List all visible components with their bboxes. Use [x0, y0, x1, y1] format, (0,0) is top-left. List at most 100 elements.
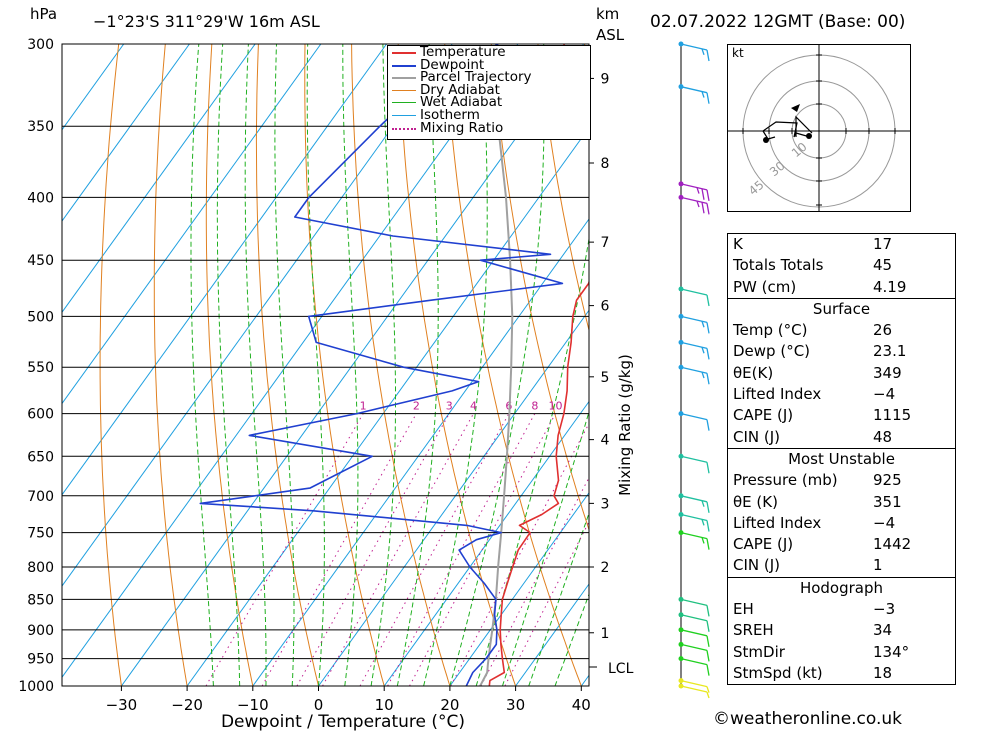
x-axis-label: Dewpoint / Temperature (°C): [221, 712, 465, 732]
wind-barb-feather: [701, 188, 705, 200]
pressure-tick-label: 950: [27, 652, 54, 668]
wind-barb-feather: [706, 691, 710, 699]
wind-barb-shaft: [680, 366, 708, 374]
index-key: CAPE (J): [733, 406, 794, 425]
height-tick-label: 6: [601, 299, 610, 315]
mixing-ratio-line: [450, 422, 589, 686]
isotherm-line: [318, 309, 589, 686]
wet-adiabat-line: [274, 44, 295, 686]
index-row: Totals Totals 45: [728, 255, 955, 276]
wind-barb-feather: [706, 501, 710, 513]
hodograph-panel: kt 10 30 45: [727, 44, 911, 212]
temperature-line: [488, 44, 589, 686]
legend-swatch: [392, 102, 416, 104]
indices-hodograph: Hodograph EH −3 SREH 34 StmDir 134° StmSpd …: [728, 578, 955, 684]
wind-barb-feather: [706, 419, 710, 431]
pressure-tick-label: 750: [27, 526, 54, 542]
wind-barb-feather: [701, 321, 705, 328]
legend-label: Isotherm: [420, 106, 480, 123]
wind-barb-shaft: [680, 598, 708, 606]
legend-swatch: [392, 64, 416, 67]
isotherm-line: [449, 491, 589, 686]
wind-barb: [678, 627, 710, 647]
wind-barb-feather: [701, 347, 705, 354]
dewpoint-line: [199, 44, 564, 686]
wind-barb-feather: [706, 49, 710, 62]
wind-barb-shaft: [680, 412, 708, 421]
indices-general: K 17 Totals Totals 45 PW (cm) 4.19: [728, 234, 955, 299]
section-title: Most Unstable: [788, 449, 895, 468]
index-value: 48: [873, 427, 893, 446]
indices-most-unstable: Most Unstable Pressure (mb) 925 θE (K) 351…: [728, 449, 955, 578]
hodograph-arrow: [791, 104, 800, 112]
wind-barb-shaft: [680, 455, 708, 463]
wind-barb: [678, 596, 710, 617]
isotherm-line: [252, 218, 589, 686]
wind-barb: [678, 286, 710, 307]
indices-table: K 17 Totals Totals 45 PW (cm) 4.19 Surface …: [727, 233, 956, 686]
legend-label: Temperature: [420, 44, 506, 60]
pressure-unit-label: hPa: [30, 5, 58, 23]
indices-surface: Surface Temp (°C) 26 Dewp (°C) 23.1 θE(K) 3…: [728, 299, 955, 449]
legend-label: Dry Adiabat: [420, 81, 500, 98]
index-value: 45: [873, 256, 893, 275]
pressure-tick-label: 800: [27, 560, 54, 576]
dry-adiabat-line: [537, 44, 589, 333]
dry-adiabat-line: [255, 44, 319, 686]
mixing-ratio-value-label: 3: [446, 400, 453, 413]
legend-swatch: [392, 127, 416, 130]
mixing-ratio-value-label: 4: [470, 400, 477, 413]
pressure-tick-label: 650: [27, 449, 54, 465]
height-tick-label: 9: [601, 71, 610, 87]
index-row: Lifted Index −4: [728, 384, 955, 405]
wind-barb-feather: [701, 202, 705, 214]
index-key: Lifted Index: [733, 513, 822, 532]
index-row: PW (cm) 4.19: [728, 277, 955, 298]
wind-barb-shaft: [680, 341, 708, 350]
temperature-tick-label: 0: [314, 696, 324, 714]
wind-barb: [678, 656, 710, 676]
legend-swatch: [392, 77, 416, 80]
height-tick-label: 3: [601, 496, 610, 512]
index-row: StmDir 134°: [728, 642, 955, 663]
mixing-ratio-value-label: 1: [360, 400, 367, 413]
mixing-ratio-line: [296, 413, 450, 686]
index-key: StmSpd (kt): [733, 663, 823, 682]
wind-barb-feather: [701, 371, 705, 379]
pressure-tick-label: 300: [27, 37, 54, 53]
legend-item-dewpoint: Dewpoint: [388, 58, 590, 71]
isotherm-line: [62, 44, 256, 314]
hodograph-trace: [795, 115, 813, 137]
wind-barb-feather: [706, 605, 710, 617]
isotherm-line: [62, 44, 190, 222]
index-row: EH −3: [728, 599, 955, 620]
index-key: K: [733, 235, 743, 253]
wind-barb: [678, 339, 710, 360]
isotherm-line: [120, 44, 585, 686]
wind-barb-feather: [706, 686, 710, 693]
wet-adiabat-line: [216, 44, 241, 686]
wind-barb-shaft: [680, 495, 708, 503]
hodograph-ring-label: 30: [767, 159, 788, 180]
wind-barb-feather: [701, 91, 705, 98]
index-row: Lifted Index −4: [728, 513, 955, 534]
site-credit-link[interactable]: ©weatheronline.co.uk: [713, 709, 903, 729]
hodograph-storm-motion: [806, 133, 812, 139]
index-value: 351: [873, 492, 902, 511]
wind-barb: [678, 313, 710, 334]
wind-barb-feather: [706, 620, 710, 632]
mixing-ratio-value-label: 25: [638, 400, 652, 413]
datetime-title: 02.07.2022 12GMT (Base: 00): [650, 12, 906, 32]
index-row: CAPE (J) 1442: [728, 534, 955, 555]
wind-barb-feather: [706, 189, 710, 202]
pressure-tick-label: 700: [27, 489, 54, 505]
hodograph-ring-label: 10: [789, 140, 810, 161]
hodograph-ring-label: 45: [746, 178, 767, 199]
index-row: CIN (J) 1: [728, 555, 955, 576]
wind-barb-feather: [701, 519, 705, 526]
mixing-ratio-value-label: 15: [587, 400, 601, 413]
hodograph-chart: kt 10 30 45: [728, 45, 910, 211]
wind-barb: [678, 678, 710, 693]
index-key: Temp (°C): [733, 321, 808, 340]
